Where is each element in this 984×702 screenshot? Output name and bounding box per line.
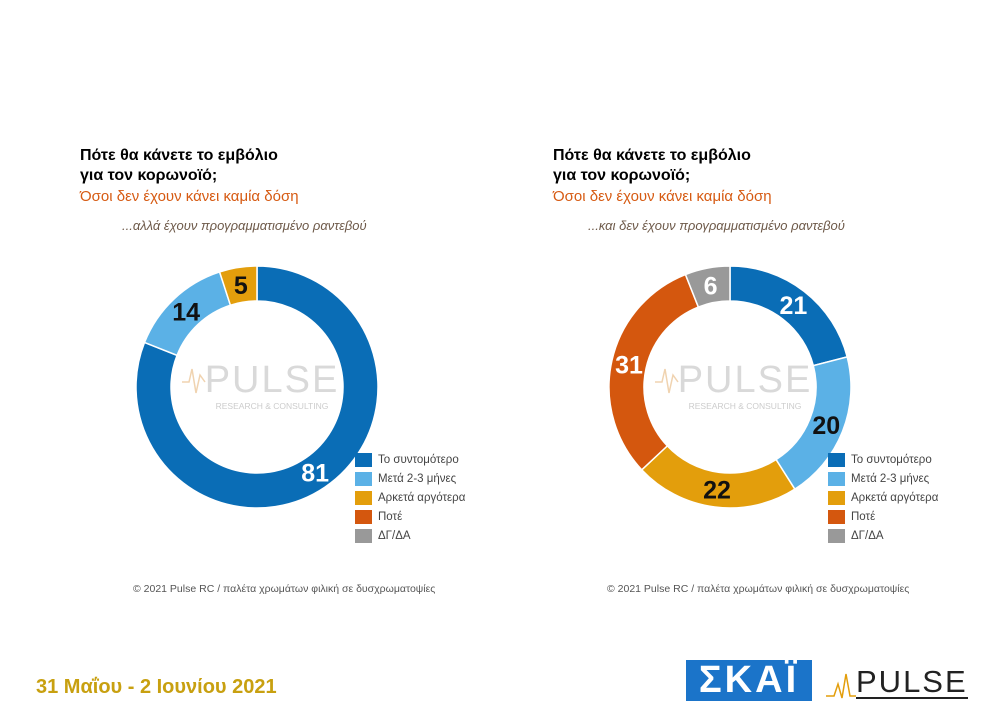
watermark-wave bbox=[182, 368, 206, 394]
skai-logo: ΣΚΑΪ bbox=[686, 659, 812, 701]
donut-slice bbox=[218, 265, 258, 307]
legend-label: Ποτέ bbox=[851, 510, 876, 523]
legend-label: Το συντομότερο bbox=[378, 453, 459, 466]
legend-swatch bbox=[355, 528, 372, 543]
watermark-word: PULSE bbox=[678, 359, 813, 401]
chart-title: Πότε θα κάνετε το εμβόλιο για τον κορωνο… bbox=[553, 147, 751, 184]
chart-legend: Το συντομότερο Μετά 2-3 μήνες Αρκετά αργ… bbox=[355, 450, 465, 545]
legend-item: Μετά 2-3 μήνες bbox=[828, 469, 938, 488]
donut-slice bbox=[135, 265, 379, 509]
slice-value-label: 21 bbox=[780, 292, 808, 320]
legend-item: Το συντομότερο bbox=[828, 450, 938, 469]
slice-value-label: 20 bbox=[812, 412, 840, 440]
chart-title: Πότε θα κάνετε το εμβόλιο για τον κορωνο… bbox=[80, 147, 278, 184]
legend-item: Αρκετά αργότερα bbox=[828, 488, 938, 507]
slice-value-label: 22 bbox=[703, 477, 731, 505]
legend-label: ΔΓ/ΔΑ bbox=[378, 529, 411, 542]
legend-swatch bbox=[355, 509, 372, 524]
donut-slice bbox=[684, 265, 731, 309]
legend-swatch bbox=[355, 452, 372, 467]
legend-swatch bbox=[355, 471, 372, 486]
survey-date: 31 Μαΐου - 2 Ιουνίου 2021 bbox=[36, 676, 277, 698]
watermark-wave bbox=[655, 368, 679, 394]
legend-label: Αρκετά αργότερα bbox=[378, 491, 466, 504]
legend-label: Το συντομότερο bbox=[851, 453, 932, 466]
legend-label: Μετά 2-3 μήνες bbox=[378, 472, 457, 485]
chart-panel-right: Πότε θα κάνετε το εμβόλιο για τον κορωνο… bbox=[473, 0, 943, 620]
legend-swatch bbox=[355, 490, 372, 505]
legend-item: ΔΓ/ΔΑ bbox=[828, 526, 938, 545]
chart-note: ...αλλά έχουν προγραμματισμένο ραντεβού bbox=[122, 218, 367, 233]
legend-item: Ποτέ bbox=[828, 507, 938, 526]
pulse-logo-underline bbox=[856, 697, 968, 699]
legend-label: Ποτέ bbox=[378, 510, 403, 523]
legend-swatch bbox=[828, 490, 845, 505]
chart-legend: Το συντομότερο Μετά 2-3 μήνες Αρκετά αργ… bbox=[828, 450, 938, 545]
legend-swatch bbox=[828, 528, 845, 543]
legend-swatch bbox=[828, 471, 845, 486]
legend-label: ΔΓ/ΔΑ bbox=[851, 529, 884, 542]
chart-subtitle: Όσοι δεν έχουν κάνει καμία δόση bbox=[553, 188, 772, 205]
legend-label: Μετά 2-3 μήνες bbox=[851, 472, 930, 485]
watermark-line: RESEARCH & CONSULTING bbox=[689, 401, 802, 411]
slice-value-label: 31 bbox=[615, 351, 643, 379]
chart-panel-left: Πότε θα κάνετε το εμβόλιο για τον κορωνο… bbox=[0, 0, 470, 620]
pulse-logo: PULSE bbox=[826, 664, 968, 699]
pulse-logo-text: PULSE bbox=[856, 664, 968, 699]
slice-value-label: 81 bbox=[301, 460, 329, 488]
legend-swatch bbox=[828, 452, 845, 467]
chart-note: ...και δεν έχουν προγραμματισμένο ραντεβ… bbox=[588, 218, 845, 233]
pulse-logo-wave bbox=[826, 673, 856, 699]
slice-value-label: 6 bbox=[704, 272, 718, 300]
slice-value-label: 5 bbox=[234, 272, 248, 300]
legend-item: Ποτέ bbox=[355, 507, 465, 526]
watermark-word: PULSE bbox=[205, 359, 340, 401]
watermark-line: RESEARCH & CONSULTING bbox=[216, 401, 329, 411]
credit-line: © 2021 Pulse RC / παλέτα χρωμάτων φιλική… bbox=[607, 583, 910, 595]
legend-item: Μετά 2-3 μήνες bbox=[355, 469, 465, 488]
chart-subtitle: Όσοι δεν έχουν κάνει καμία δόση bbox=[80, 188, 299, 205]
legend-item: Το συντομότερο bbox=[355, 450, 465, 469]
legend-label: Αρκετά αργότερα bbox=[851, 491, 939, 504]
legend-item: Αρκετά αργότερα bbox=[355, 488, 465, 507]
credit-line: © 2021 Pulse RC / παλέτα χρωμάτων φιλική… bbox=[133, 583, 436, 595]
slice-value-label: 14 bbox=[172, 299, 200, 327]
legend-item: ΔΓ/ΔΑ bbox=[355, 526, 465, 545]
legend-swatch bbox=[828, 509, 845, 524]
